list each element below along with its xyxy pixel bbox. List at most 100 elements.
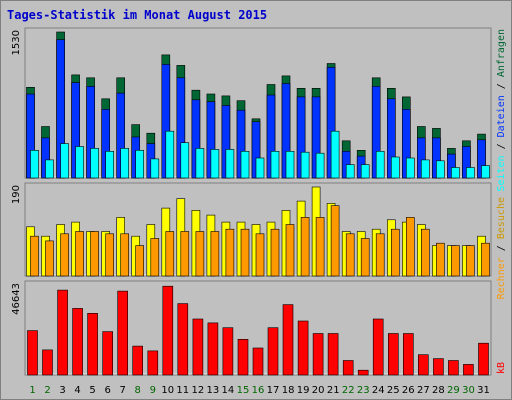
x-tick-label-day-5: 5: [89, 385, 95, 396]
bar-kb-day-27: [417, 354, 429, 376]
bar-seiten-day-10: [165, 130, 175, 179]
x-tick-label-day-24: 24: [372, 385, 385, 396]
x-tick-label-day-21: 21: [327, 385, 340, 396]
bar-seiten-day-2: [45, 159, 54, 179]
panel-1-ymax-label: 1530: [11, 30, 22, 55]
x-tick-label-day-22: 22: [342, 385, 355, 396]
x-tick-label-day-2: 2: [44, 385, 50, 396]
bar-rechner-day-8: [135, 245, 144, 277]
x-tick-label-day-7: 7: [120, 385, 126, 396]
bar-kb-day-14: [222, 327, 234, 376]
bar-kb-day-23: [357, 369, 369, 376]
x-tick-label-day-8: 8: [135, 385, 141, 396]
bar-kb-day-2: [42, 349, 53, 376]
panel-2-ymax-label: 190: [11, 185, 22, 204]
bar-seiten-day-5: [90, 148, 99, 179]
bar-kb-day-6: [102, 331, 113, 376]
bar-kb-day-25: [387, 333, 399, 376]
bar-rechner-day-15: [240, 228, 250, 277]
bar-kb-day-7: [117, 290, 128, 376]
bar-rechner-day-31: [481, 242, 490, 277]
bar-rechner-day-7: [120, 233, 129, 277]
bar-rechner-day-30: [466, 245, 475, 277]
bar-seiten-day-4: [75, 146, 84, 179]
bar-rechner-day-24: [375, 233, 385, 277]
x-tick-label-day-27: 27: [417, 385, 430, 396]
x-tick-label-day-11: 11: [176, 385, 189, 396]
bar-seiten-day-11: [180, 142, 190, 179]
bar-rechner-day-13: [210, 231, 220, 277]
x-tick-label-day-31: 31: [477, 385, 490, 396]
legend-besuche: Besuche: [496, 197, 507, 239]
x-tick-label-day-16: 16: [252, 385, 265, 396]
legend-rechner: Rechner: [496, 257, 507, 299]
x-tick-label-day-1: 1: [29, 385, 35, 396]
bar-rechner-day-22: [345, 233, 355, 277]
x-tick-label-day-19: 19: [297, 385, 310, 396]
x-tick-label-day-30: 30: [462, 385, 475, 396]
bar-rechner-day-25: [390, 228, 400, 277]
bar-rechner-day-28: [436, 242, 445, 277]
x-tick-label-day-26: 26: [402, 385, 415, 396]
bar-seiten-day-12: [195, 148, 205, 179]
bar-rechner-day-6: [105, 233, 114, 277]
bar-seiten-day-3: [60, 143, 69, 179]
legend-separator: /: [496, 239, 507, 257]
bar-seiten-day-21: [330, 130, 340, 179]
bar-seiten-day-17: [270, 151, 280, 179]
x-tick-label-day-12: 12: [192, 385, 205, 396]
bar-seiten-day-15: [240, 151, 250, 179]
bar-rechner-day-21: [330, 205, 340, 277]
bar-seiten-day-22: [345, 164, 355, 179]
bar-kb-day-18: [282, 304, 294, 376]
legend-kb: kB: [496, 362, 507, 374]
bar-seiten-day-31: [481, 165, 490, 179]
bar-kb-day-12: [192, 318, 204, 376]
chart-title: Tages-Statistik im Monat August 2015: [7, 8, 268, 22]
legend-separator: /: [496, 137, 507, 155]
bar-kb-day-22: [342, 360, 354, 376]
bar-kb-day-20: [312, 333, 324, 376]
x-tick-label-day-13: 13: [207, 385, 220, 396]
panel-2-legend: Rechner / Besuche: [496, 197, 507, 299]
bar-kb-day-5: [87, 312, 98, 376]
bar-kb-day-11: [177, 303, 189, 376]
bar-kb-day-1: [27, 330, 38, 376]
bar-seiten-day-18: [285, 151, 295, 179]
x-tick-label-day-25: 25: [387, 385, 400, 396]
bar-seiten-day-27: [420, 159, 430, 179]
x-tick-label-day-29: 29: [447, 385, 460, 396]
bar-rechner-day-29: [451, 245, 460, 277]
bar-kb-day-30: [463, 364, 474, 376]
bar-rechner-day-4: [75, 231, 84, 277]
bar-kb-day-29: [448, 360, 459, 376]
x-tick-label-day-28: 28: [432, 385, 445, 396]
bar-seiten-day-9: [150, 158, 160, 179]
x-tick-label-day-10: 10: [161, 385, 174, 396]
bar-rechner-day-18: [285, 224, 295, 277]
bar-seiten-day-26: [405, 157, 415, 179]
bar-kb-day-21: [327, 333, 339, 376]
bar-seiten-day-20: [315, 152, 325, 179]
x-tick-label-day-18: 18: [282, 385, 295, 396]
bar-seiten-day-19: [300, 151, 310, 179]
bar-seiten-day-25: [390, 156, 400, 179]
legend-dateien: Dateien: [496, 95, 507, 137]
bar-seiten-day-13: [210, 149, 220, 179]
bar-rechner-day-27: [420, 228, 430, 277]
legend-separator: /: [496, 77, 507, 95]
bar-rechner-day-23: [360, 238, 370, 277]
bar-rechner-day-9: [150, 238, 160, 277]
bar-kb-day-26: [402, 333, 414, 376]
bar-rechner-day-5: [90, 231, 99, 277]
bar-kb-day-19: [297, 320, 309, 376]
x-tick-label-day-23: 23: [357, 385, 370, 396]
bar-rechner-day-2: [45, 240, 54, 277]
x-tick-label-day-17: 17: [267, 385, 280, 396]
bar-rechner-day-11: [180, 231, 190, 277]
bar-seiten-day-14: [225, 149, 235, 179]
x-tick-label-day-9: 9: [150, 385, 156, 396]
x-tick-label-day-4: 4: [74, 385, 80, 396]
x-tick-label-day-6: 6: [105, 385, 111, 396]
